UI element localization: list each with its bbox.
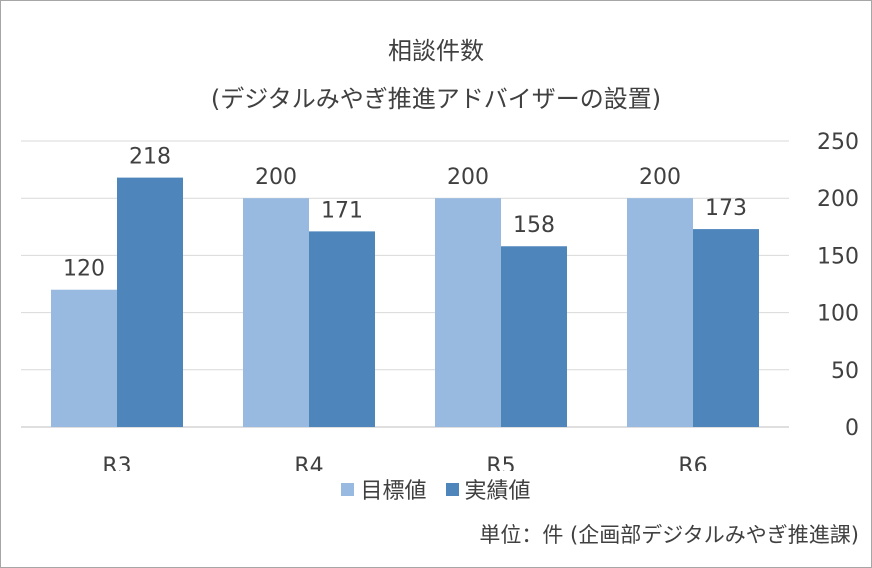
- data-label-r6-actual: 173: [705, 196, 747, 221]
- bar-r5-actual: [501, 246, 567, 427]
- data-label-r6-target: 200: [639, 165, 681, 190]
- bar-r6-actual: [693, 229, 759, 427]
- x-tick-label-r6: R6: [678, 454, 707, 471]
- y-tick-label-100: 100: [817, 302, 859, 327]
- legend-label-target: 目標値: [360, 479, 427, 504]
- y-tick-label-0: 0: [845, 416, 859, 441]
- bar-r3-target: [51, 289, 117, 427]
- data-label-r4-target: 200: [255, 165, 297, 190]
- legend-label-actual: 実績値: [464, 479, 531, 504]
- data-label-r3-actual: 218: [129, 145, 171, 170]
- x-tick-label-r3: R3: [102, 454, 131, 471]
- legend-swatch-target: [341, 482, 355, 496]
- y-tick-label-50: 50: [831, 359, 859, 384]
- data-label-r5-actual: 158: [513, 213, 555, 238]
- y-tick-label-150: 150: [817, 244, 859, 269]
- x-tick-label-r4: R4: [294, 454, 323, 471]
- legend-item-actual: 実績値: [445, 473, 531, 505]
- y-tick-label-200: 200: [817, 187, 859, 212]
- data-label-r3-target: 120: [63, 257, 105, 282]
- bar-chart: 0 50 100 150 200 250 120 218 R3 200 171 R4 200 158 R5 2…: [21, 130, 859, 471]
- unit-note: 単位：件 (企画部デジタルみやぎ推進課): [479, 523, 859, 547]
- data-label-r5-target: 200: [447, 165, 489, 190]
- legend-swatch-actual: [445, 482, 459, 496]
- legend-item-target: 目標値: [341, 473, 427, 505]
- chart-title: 相談件数: [388, 37, 484, 65]
- legend: 目標値 実績値: [1, 473, 871, 505]
- data-label-r4-actual: 171: [321, 198, 363, 223]
- bar-r4-target: [243, 198, 309, 427]
- bar-r5-target: [435, 198, 501, 427]
- x-tick-label-r5: R5: [486, 454, 515, 471]
- bar-r4-actual: [309, 231, 375, 427]
- bar-r6-target: [627, 198, 693, 427]
- bar-r3-actual: [117, 177, 183, 427]
- chart-subtitle: (デジタルみやぎ推進アドバイザーの設置): [210, 85, 662, 113]
- y-tick-label-250: 250: [817, 130, 859, 155]
